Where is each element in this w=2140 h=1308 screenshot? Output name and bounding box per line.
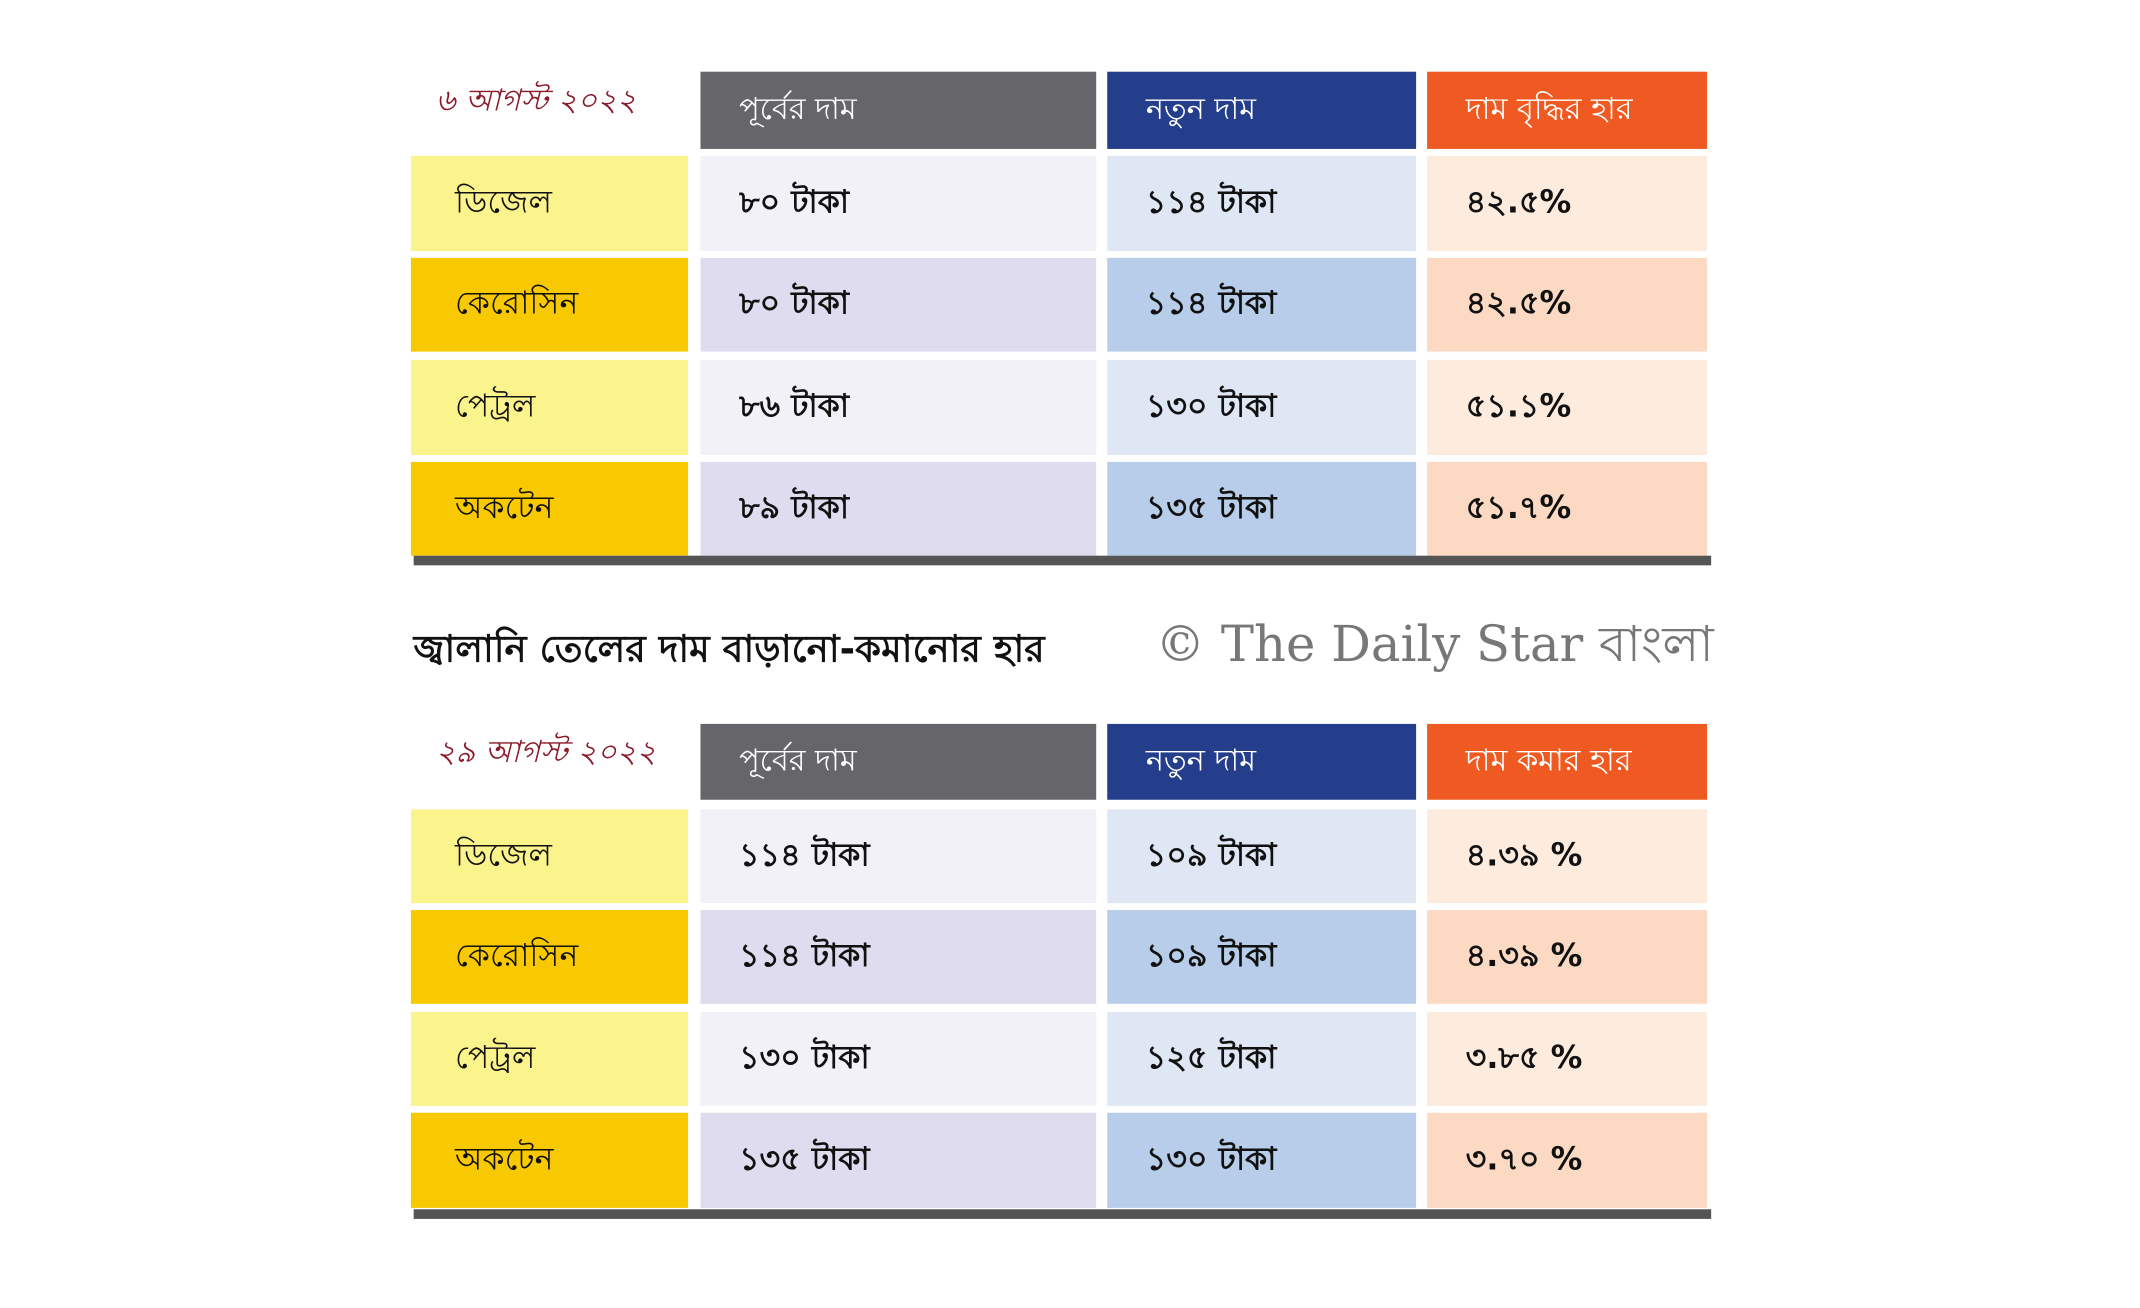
- bottom-bar: [413, 555, 1712, 566]
- cell-text: ৫১.১%: [1466, 388, 1572, 424]
- cell: [1107, 1112, 1417, 1208]
- cell-text: ১১৪ টাকা: [739, 833, 871, 873]
- cell-text: ৩.৮৫ %: [1466, 1040, 1583, 1076]
- cell: [1427, 257, 1708, 352]
- fuel-name: কেরোসিন: [455, 936, 579, 974]
- fuel-name: ডিজেল: [454, 835, 554, 873]
- cell-text: ১৩০ টাকা: [739, 1036, 871, 1076]
- header-text: দাম বৃদ্ধির হার: [1465, 91, 1633, 128]
- header-text: পূর্বের দাম: [739, 742, 858, 778]
- cell-text: ১৩৫ টাকা: [739, 1137, 871, 1177]
- cell: [1427, 155, 1708, 251]
- cell-text: ১১৪ টাকা: [739, 934, 871, 974]
- header-text: দাম কমার হার: [1465, 743, 1632, 778]
- cell-text: ১৩০ টাকা: [1146, 1137, 1278, 1177]
- cell: [700, 155, 1097, 251]
- cell: [700, 1112, 1097, 1208]
- cell: [1107, 257, 1417, 352]
- header-text: পূর্বের দাম: [739, 91, 858, 127]
- fuel-name: অকটেন: [454, 487, 555, 526]
- cell: [700, 809, 1097, 904]
- cell-text: ৪.৩৯ %: [1466, 938, 1583, 974]
- cell-text: ৫১.৭%: [1466, 490, 1572, 526]
- cell: [1107, 809, 1417, 904]
- cell-text: ১৩০ টাকা: [1146, 384, 1278, 424]
- cell: [700, 1012, 1097, 1106]
- fuel-name: কেরোসিন: [455, 284, 579, 322]
- cell-text: ৮৯ টাকা: [738, 486, 851, 526]
- cell-text: ১৩৫ টাকা: [1146, 486, 1278, 526]
- cell-text: ৪২.৫%: [1466, 286, 1572, 322]
- cell-text: ৪২.৫%: [1466, 184, 1572, 220]
- cell: [410, 1012, 689, 1106]
- fuel-name: পেট্রল: [455, 1037, 537, 1076]
- cell-text: ১২৫ টাকা: [1146, 1036, 1278, 1076]
- cell-text: ৮৬ টাকা: [738, 384, 851, 424]
- cell: [410, 461, 689, 556]
- cell: [1427, 461, 1708, 556]
- cell: [700, 257, 1097, 352]
- cell-text: ৮০ টাকা: [738, 282, 851, 322]
- cell: [700, 910, 1097, 1004]
- header-cell: [1427, 723, 1708, 800]
- cell: [1107, 359, 1417, 456]
- cell-text: ১০৯ টাকা: [1146, 833, 1278, 873]
- header-text: নতুন দাম: [1145, 743, 1257, 779]
- cell: [1427, 1012, 1708, 1106]
- cell: [1427, 359, 1708, 456]
- cell-text: ৮০ টাকা: [738, 180, 851, 220]
- cell-text: ১১৪ টাকা: [1146, 180, 1278, 220]
- cell: [410, 257, 689, 352]
- header-cell: [1107, 723, 1417, 800]
- cell-text: ৩.৭০ %: [1466, 1141, 1583, 1177]
- cell: [410, 809, 689, 904]
- table-date: ২৯ আগস্ট ২০২২: [436, 732, 656, 770]
- header-cell: [1107, 71, 1417, 149]
- watermark: © The Daily Star বাংলা: [1155, 615, 1715, 673]
- fuel-name: অকটেন: [454, 1138, 555, 1177]
- cell: [700, 359, 1097, 456]
- cell: [1107, 461, 1417, 556]
- cell: [1107, 155, 1417, 251]
- bottom-bar: [413, 1209, 1712, 1219]
- cell-text: ১০৯ টাকা: [1146, 934, 1278, 974]
- cell: [410, 1112, 689, 1208]
- title: জ্বালানি তেলের দাম বাড়ানো-কমানোর হার: [412, 626, 1047, 670]
- fuel-name: ডিজেল: [454, 182, 554, 220]
- cell-text: ৪.৩৯ %: [1466, 837, 1583, 873]
- table-date: ৬ আগস্ট ২০২২: [436, 81, 637, 119]
- cell: [700, 461, 1097, 556]
- fuel-name: পেট্রল: [455, 385, 537, 424]
- header-cell: [700, 71, 1097, 149]
- header-cell: [1427, 71, 1708, 149]
- cell: [1427, 809, 1708, 904]
- cell: [1427, 1112, 1708, 1208]
- cell: [410, 910, 689, 1004]
- cell: [410, 359, 689, 456]
- cell: [1427, 910, 1708, 1004]
- cell: [1107, 1012, 1417, 1106]
- header-cell: [700, 723, 1097, 800]
- cell-text: ১১৪ টাকা: [1146, 282, 1278, 322]
- cell: [1107, 910, 1417, 1004]
- header-text: নতুন দাম: [1145, 92, 1257, 128]
- cell: [410, 155, 689, 251]
